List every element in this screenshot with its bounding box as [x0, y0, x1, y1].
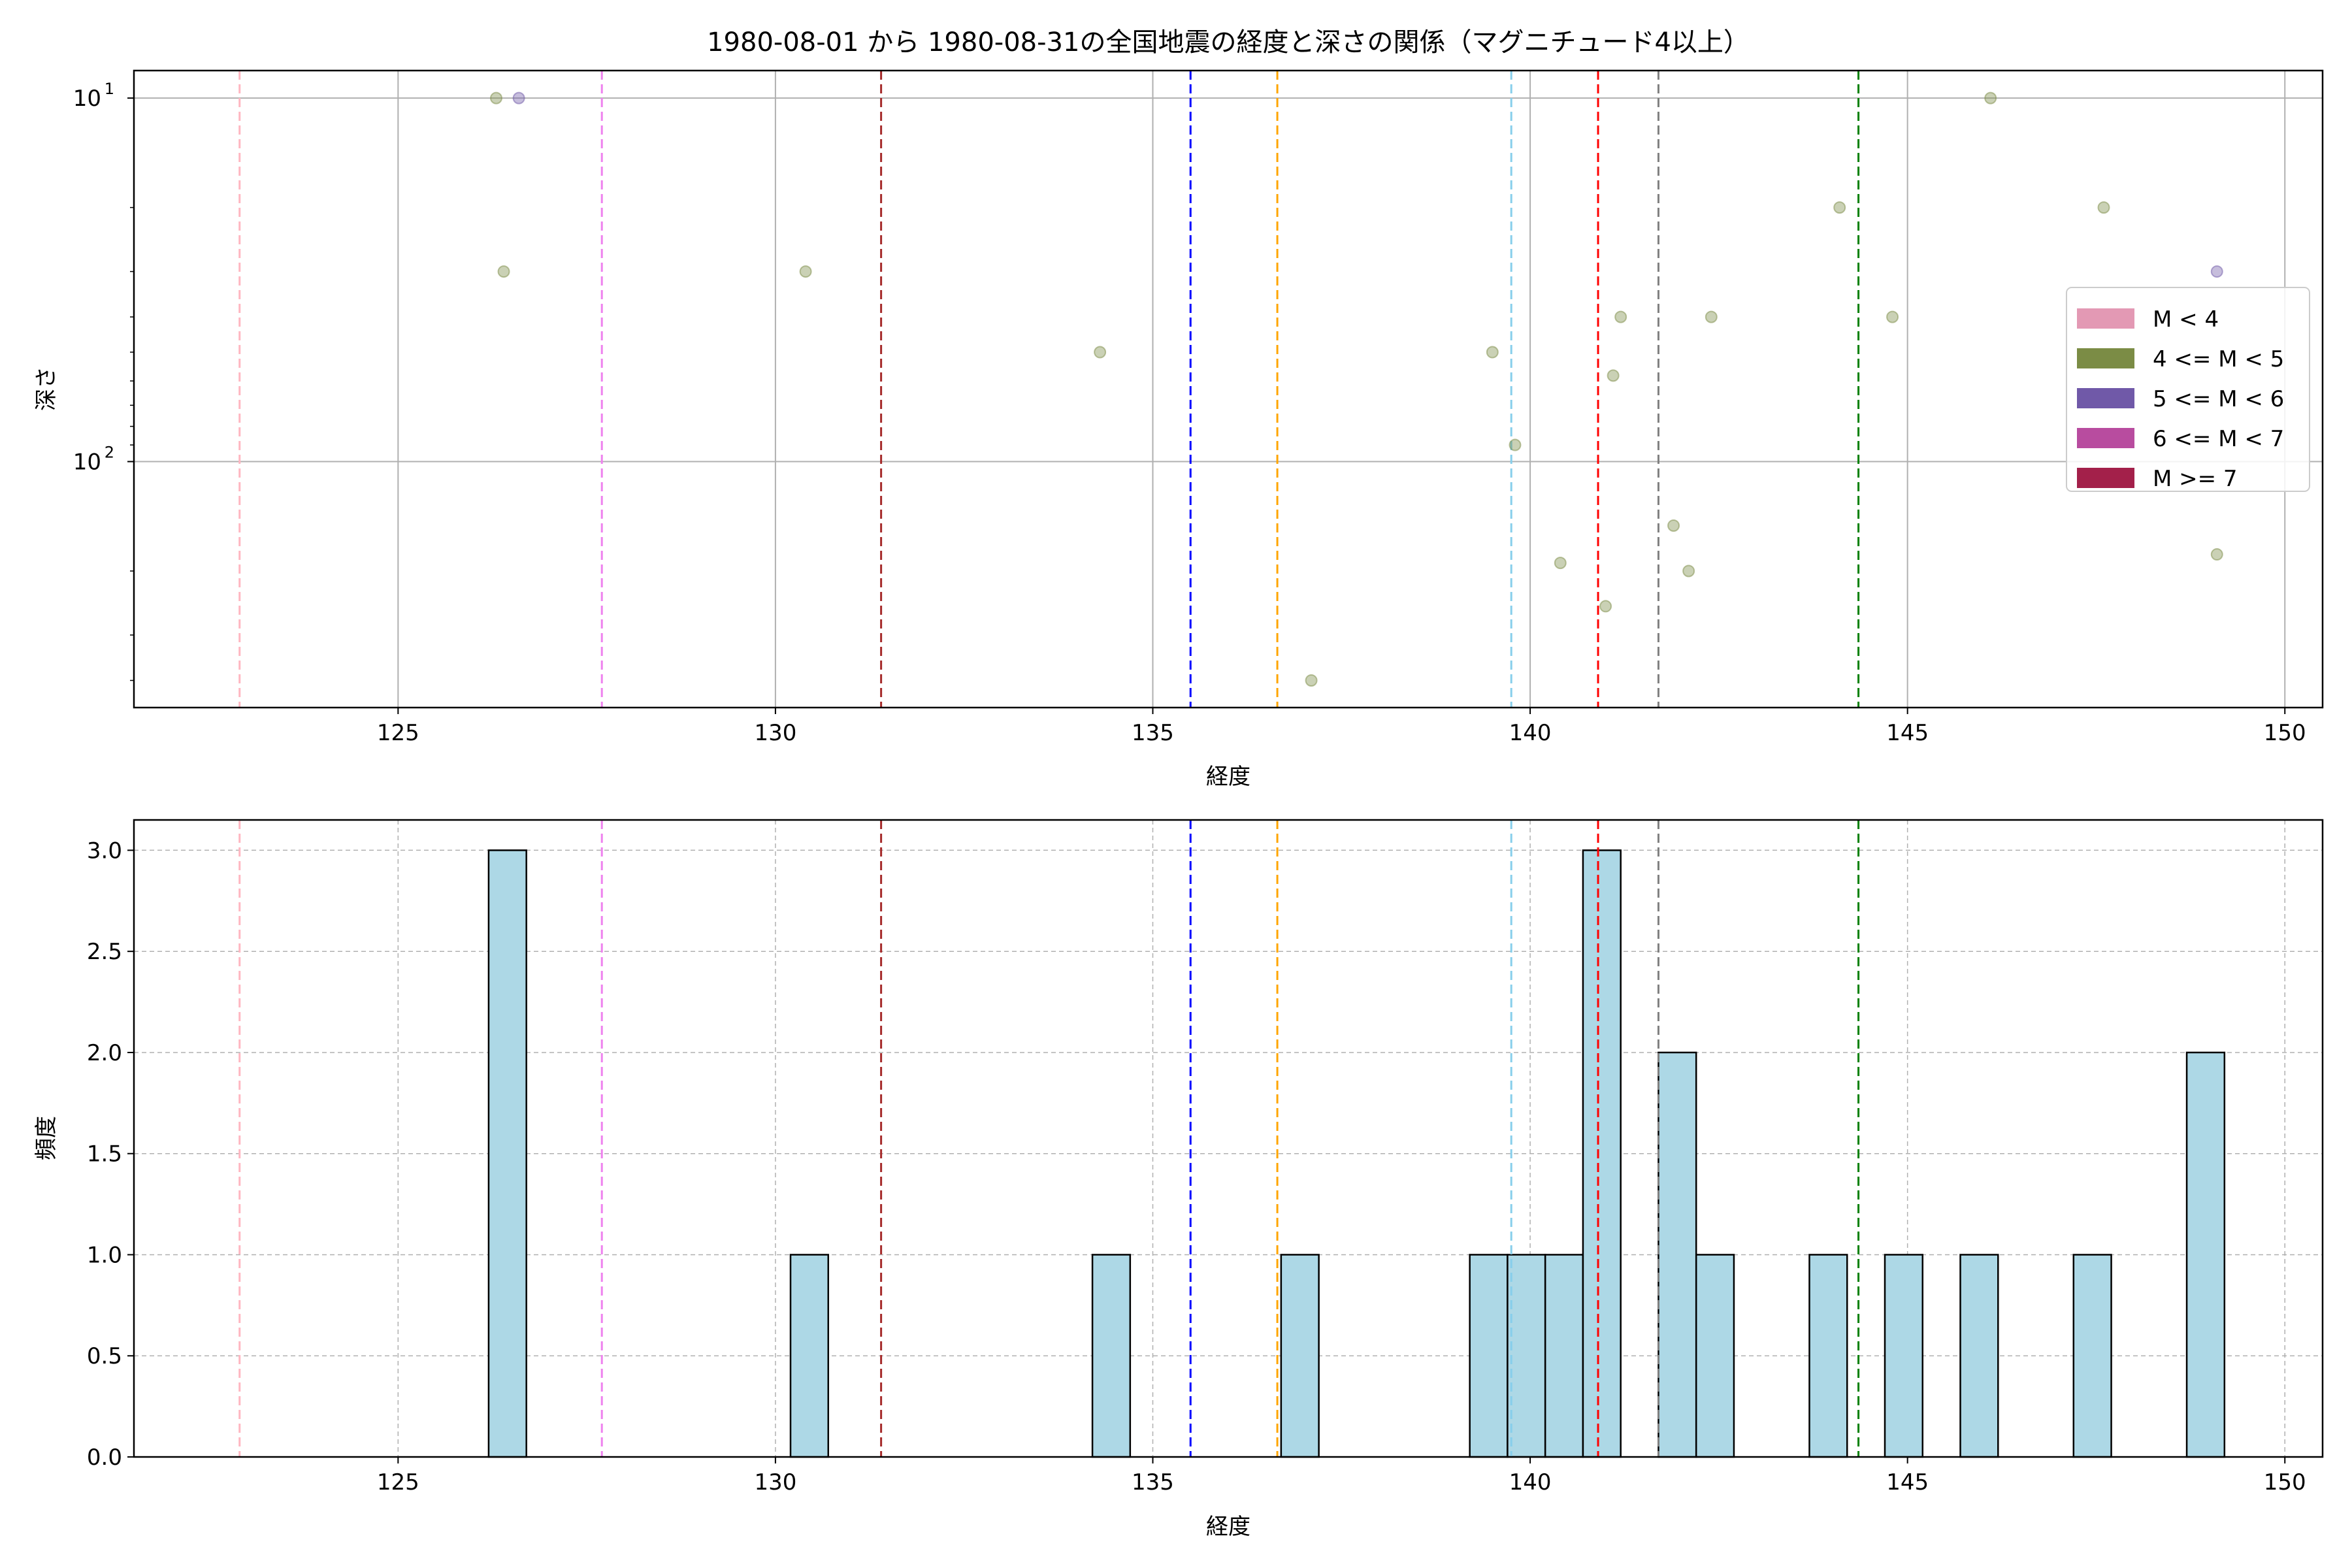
- scatter-point: [497, 265, 510, 278]
- scatter-point: [1599, 600, 1612, 613]
- scatter-y-tick-exponent: 2: [105, 444, 114, 462]
- scatter-y-axis-label: 深さ: [33, 367, 59, 411]
- histogram-y-tick-label: 0.0: [87, 1445, 122, 1471]
- scatter-x-axis-label: 経度: [1206, 764, 1250, 790]
- scatter-axes-frame: [133, 69, 2324, 709]
- legend-swatch: [2077, 308, 2134, 329]
- legend-label: M < 4: [2153, 306, 2219, 333]
- scatter-point: [1682, 564, 1695, 578]
- scatter-point: [1554, 557, 1567, 570]
- histogram-x-tick-label: 145: [1886, 1469, 1929, 1495]
- scatter-y-tick-label: 10: [73, 449, 101, 476]
- scatter-point: [1607, 369, 1620, 382]
- legend-label: 4 <= M < 5: [2153, 346, 2284, 372]
- chart-title: 1980-08-01 から 1980-08-31の全国地震の経度と深さの関係（マ…: [707, 27, 1750, 57]
- histogram-bar: [1884, 1254, 1924, 1458]
- histogram-bar: [1544, 1254, 1584, 1458]
- scatter-point: [489, 91, 502, 105]
- histogram-bar: [1658, 1051, 1697, 1458]
- histogram-y-tick-label: 2.0: [87, 1040, 122, 1066]
- scatter-x-tick-label: 130: [754, 720, 796, 746]
- histogram-bar: [789, 1254, 830, 1458]
- histogram-x-tick-label: 140: [1509, 1469, 1552, 1495]
- histogram-bar: [1582, 849, 1622, 1458]
- histogram-y-tick-label: 1.0: [87, 1242, 122, 1268]
- scatter-point: [2210, 548, 2223, 561]
- legend-swatch: [2077, 348, 2134, 368]
- scatter-point: [1984, 91, 1997, 105]
- scatter-y-tick-label: 10: [73, 86, 101, 112]
- scatter-point: [1705, 310, 1718, 323]
- legend-label: 6 <= M < 7: [2153, 426, 2284, 452]
- histogram-x-tick-label: 130: [754, 1469, 796, 1495]
- histogram-y-tick-label: 1.5: [87, 1141, 122, 1168]
- legend-swatch: [2077, 388, 2134, 408]
- histogram-bar: [1091, 1254, 1132, 1458]
- scatter-x-tick-label: 140: [1509, 720, 1552, 746]
- scatter-point: [512, 91, 525, 105]
- scatter-y-tick-exponent: 1: [105, 80, 114, 98]
- histogram-y-tick-label: 2.5: [87, 939, 122, 965]
- scatter-point: [1667, 519, 1680, 532]
- scatter-point: [1614, 310, 1627, 323]
- scatter-point: [1886, 310, 1899, 323]
- histogram-bar: [1280, 1254, 1320, 1458]
- histogram-y-tick-label: 3.0: [87, 838, 122, 864]
- histogram-bar: [2072, 1254, 2112, 1458]
- scatter-point: [1094, 346, 1107, 359]
- scatter-point: [1486, 346, 1499, 359]
- legend-swatch: [2077, 468, 2134, 488]
- scatter-point: [799, 265, 812, 278]
- scatter-point: [2210, 265, 2223, 278]
- histogram-y-tick-label: 0.5: [87, 1343, 122, 1369]
- histogram-bar: [487, 849, 527, 1458]
- histogram-bar: [1507, 1254, 1546, 1458]
- histogram-x-tick-label: 125: [377, 1469, 419, 1495]
- histogram-bar: [1469, 1254, 1509, 1458]
- scatter-point: [1833, 201, 1846, 214]
- legend-label: 5 <= M < 6: [2153, 386, 2284, 412]
- scatter-point: [1509, 438, 1522, 451]
- scatter-x-tick-label: 125: [377, 720, 419, 746]
- scatter-x-tick-label: 150: [2264, 720, 2306, 746]
- scatter-x-tick-label: 145: [1886, 720, 1929, 746]
- histogram-bar: [1808, 1254, 1848, 1458]
- histogram-bar: [1695, 1254, 1735, 1458]
- scatter-point: [1305, 674, 1318, 687]
- histogram-bar: [2185, 1051, 2226, 1458]
- histogram-x-axis-label: 経度: [1206, 1514, 1250, 1540]
- histogram-x-tick-label: 150: [2264, 1469, 2306, 1495]
- legend-label: M >= 7: [2153, 466, 2238, 492]
- legend: M < 4 4 <= M < 5 5 <= M < 6 6 <= M < 7 M >= …: [2066, 287, 2310, 492]
- histogram-y-axis-label: 頻度: [33, 1116, 59, 1160]
- scatter-x-tick-label: 135: [1132, 720, 1174, 746]
- scatter-point: [2097, 201, 2110, 214]
- histogram-bar: [1959, 1254, 1999, 1458]
- legend-swatch: [2077, 428, 2134, 448]
- histogram-panel: 125 130 135 140 145 1500.00.51.01.52.02.53.0 …: [33, 819, 2324, 1540]
- histogram-axes-frame: [133, 819, 2324, 1458]
- histogram-x-tick-label: 135: [1132, 1469, 1174, 1495]
